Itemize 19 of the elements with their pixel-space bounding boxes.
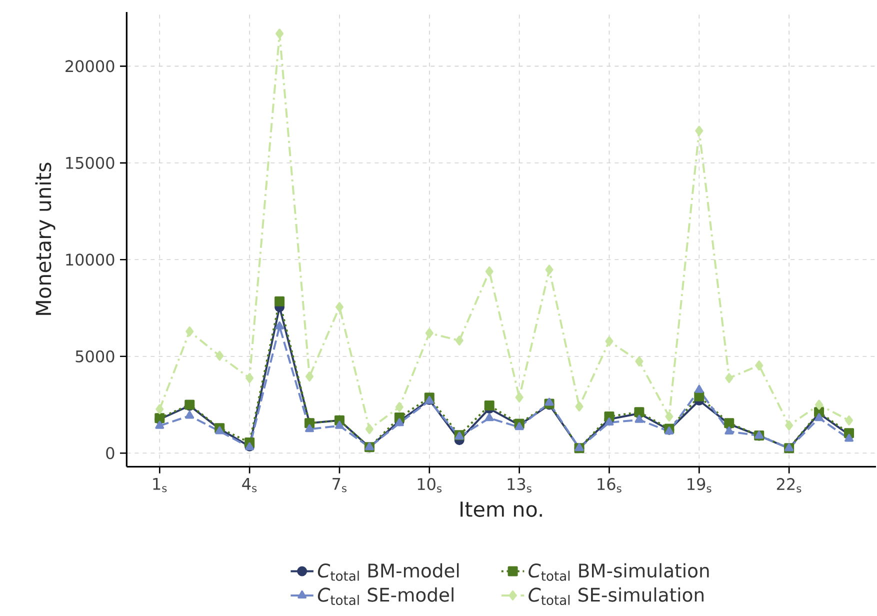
x-tick-label: 10$_{s}$ [418, 478, 442, 492]
x-tick-label: 16$_{s}$ [598, 478, 622, 492]
y-tick-label: 20000 [66, 60, 114, 72]
x-tick-label: 7$_{s}$ [332, 478, 346, 492]
y-tick-label: 15000 [66, 156, 114, 169]
x-axis-title: Item no. [460, 502, 542, 517]
legend-label: C$_{total}$ SE-simulation [528, 587, 704, 606]
legend-label: C$_{total}$ SE-model [318, 587, 454, 606]
y-tick-label: 5000 [76, 350, 114, 362]
x-tick-label: 19$_{s}$ [688, 478, 712, 492]
legend-label: C$_{total}$ BM-simulation [528, 563, 709, 581]
x-tick-label: 13$_{s}$ [508, 478, 532, 492]
x-tick-label: 4$_{s}$ [242, 478, 257, 492]
legend-label: C$_{total}$ BM-model [318, 563, 459, 581]
x-tick-label: 22$_{s}$ [776, 478, 802, 492]
x-tick-label: 1$_{s}$ [153, 478, 167, 492]
y-tick-label: 10000 [66, 254, 114, 266]
y-axis-title: Monetary units [35, 162, 56, 315]
y-tick-label: 0 [106, 447, 114, 460]
